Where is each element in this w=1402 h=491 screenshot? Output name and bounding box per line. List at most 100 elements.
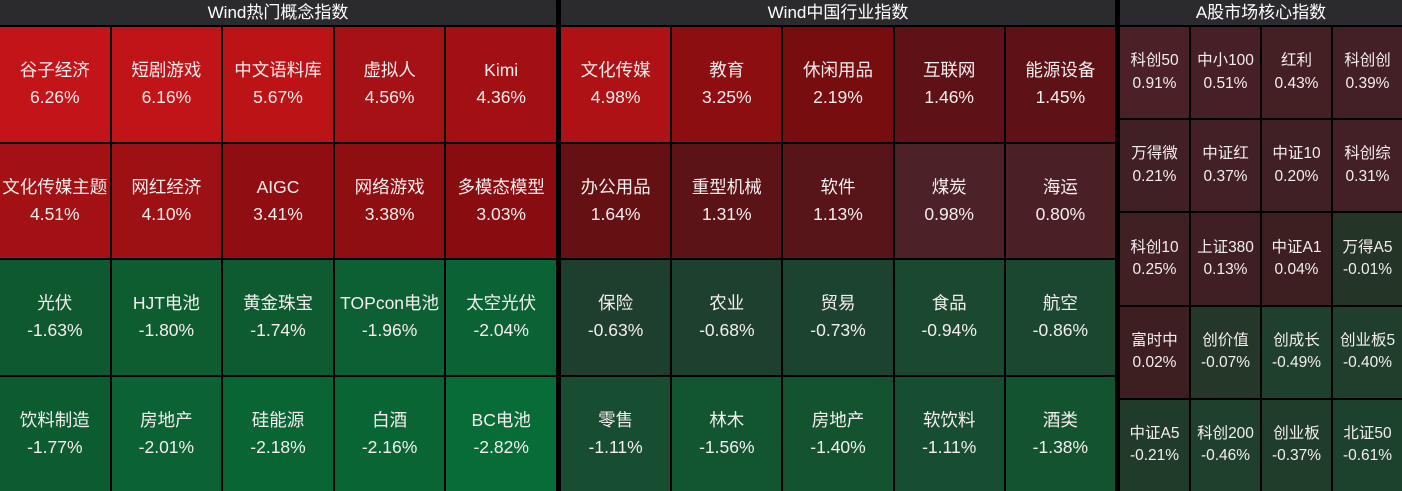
index-tile[interactable]: 创业板5 -0.40% [1333,306,1402,398]
index-change: -0.01% [1342,260,1393,278]
index-change: -1.80% [138,320,195,341]
index-tile[interactable]: 食品 -0.94% [894,260,1004,375]
index-tile[interactable]: 教育 3.25% [672,27,782,142]
index-change: -0.40% [1342,354,1393,372]
index-tile[interactable]: 中证A5 -0.21% [1120,399,1189,491]
index-tile[interactable]: HJT电池 -1.80% [111,260,222,375]
index-tile[interactable]: 短剧游戏 6.16% [111,27,222,142]
index-tile[interactable]: 红利 0.43% [1262,27,1331,119]
index-change: -0.73% [810,320,866,341]
index-tile[interactable]: 硅能源 -2.18% [223,376,333,491]
index-tile[interactable]: 中小100 0.51% [1191,27,1260,119]
index-tile[interactable]: 科创200 -0.46% [1191,399,1260,491]
index-tile[interactable]: 万得微 0.21% [1120,120,1189,212]
index-tile[interactable]: Kimi 4.36% [446,27,556,142]
index-change: 6.16% [141,87,192,108]
index-tile[interactable]: 中证10 0.20% [1262,120,1331,212]
index-tile[interactable]: 酒类 -1.38% [1005,376,1115,491]
index-change: 4.10% [141,203,192,224]
index-name: 酒类 [1042,409,1078,430]
index-name: HJT电池 [132,293,200,314]
index-tile[interactable]: BC电池 -2.82% [446,376,556,491]
index-tile[interactable]: 谷子经济 6.26% [0,27,110,142]
index-name: 黄金珠宝 [242,293,313,314]
index-tile[interactable]: 航空 -0.86% [1005,260,1115,375]
index-tile[interactable]: 创成长 -0.49% [1262,306,1331,398]
index-tile[interactable]: 互联网 1.46% [894,27,1004,142]
index-tile[interactable]: 煤炭 0.98% [894,143,1004,258]
index-tile[interactable]: 富时中 0.02% [1120,306,1189,398]
index-tile[interactable]: 光伏 -1.63% [0,260,110,375]
index-tile[interactable]: 中证A1 0.04% [1262,213,1331,305]
index-name: 农业 [709,293,745,314]
index-name: AIGC [256,176,300,197]
index-change: 0.31% [1345,167,1390,185]
index-name: 北证50 [1343,424,1392,442]
index-tile[interactable]: 办公用品 1.64% [561,143,671,258]
index-name: 软件 [820,176,856,197]
index-name: TOPcon电池 [340,293,440,314]
index-change: 0.02% [1132,354,1177,372]
index-tile[interactable]: 虚拟人 4.56% [334,27,445,142]
index-name: 中证10 [1272,145,1321,163]
index-tile[interactable]: TOPcon电池 -1.96% [334,260,445,375]
index-tile[interactable]: 科创创 0.39% [1333,27,1402,119]
index-tile[interactable]: 饮料制造 -1.77% [0,376,110,491]
index-change: 0.43% [1274,74,1319,92]
index-tile[interactable]: 太空光伏 -2.04% [446,260,556,375]
index-tile[interactable]: 科创综 0.31% [1333,120,1402,212]
index-tile[interactable]: 重型机械 1.31% [672,143,782,258]
index-tile[interactable]: 保险 -0.63% [561,260,671,375]
index-name: 饮料制造 [19,409,90,430]
index-tile[interactable]: AIGC 3.41% [223,143,333,258]
index-tile[interactable]: 科创50 0.91% [1120,27,1189,119]
index-tile[interactable]: 北证50 -0.61% [1333,399,1402,491]
index-tile[interactable]: 零售 -1.11% [561,376,671,491]
index-name: 航空 [1042,293,1078,314]
index-name: 中文语料库 [234,60,322,81]
index-change: -0.46% [1200,447,1251,465]
index-tile[interactable]: 多模态模型 3.03% [446,143,556,258]
index-tile[interactable]: 万得A5 -0.01% [1333,213,1402,305]
index-tile[interactable]: 软饮料 -1.11% [894,376,1004,491]
index-name: 科创创 [1344,52,1391,70]
index-tile[interactable]: 文化传媒 4.98% [561,27,671,142]
index-tile[interactable]: 海运 0.80% [1005,143,1115,258]
index-change: -0.61% [1342,447,1393,465]
index-name: 万得微 [1131,145,1178,163]
index-tile[interactable]: 农业 -0.68% [672,260,782,375]
index-tile[interactable]: 文化传媒主题 4.51% [0,143,110,258]
index-tile[interactable]: 房地产 -1.40% [783,376,893,491]
index-tile[interactable]: 能源设备 1.45% [1005,27,1115,142]
index-tile[interactable]: 创价值 -0.07% [1191,306,1260,398]
index-tile[interactable]: 贸易 -0.73% [783,260,893,375]
index-name: 教育 [709,60,745,81]
index-name: 零售 [598,409,634,430]
index-tile[interactable]: 科创10 0.25% [1120,213,1189,305]
index-change: -1.56% [699,436,755,457]
index-change: 0.80% [1035,203,1086,224]
index-change: 3.41% [253,203,303,224]
index-tile[interactable]: 网红经济 4.10% [111,143,222,258]
index-name: 软饮料 [922,409,976,430]
index-change: -1.11% [588,436,643,457]
index-name: 能源设备 [1025,60,1096,81]
index-name: 光伏 [37,293,73,314]
index-name: 海运 [1042,176,1078,197]
index-tile[interactable]: 创业板 -0.37% [1262,399,1331,491]
index-tile[interactable]: 中证红 0.37% [1191,120,1260,212]
index-tile[interactable]: 林木 -1.56% [672,376,782,491]
index-tile[interactable]: 房地产 -2.01% [111,376,222,491]
index-name: 中证红 [1202,145,1249,163]
index-tile[interactable]: 软件 1.13% [783,143,893,258]
index-tile[interactable]: 白酒 -2.16% [334,376,445,491]
index-tile[interactable]: 上证380 0.13% [1191,213,1260,305]
index-change: 5.67% [253,87,303,108]
index-tile[interactable]: 黄金珠宝 -1.74% [223,260,333,375]
index-tile[interactable]: 网络游戏 3.38% [334,143,445,258]
index-change: -0.37% [1271,447,1322,465]
index-tile[interactable]: 中文语料库 5.67% [223,27,333,142]
index-name: 虚拟人 [363,60,416,81]
index-change: 2.19% [813,87,863,108]
index-tile[interactable]: 休闲用品 2.19% [783,27,893,142]
